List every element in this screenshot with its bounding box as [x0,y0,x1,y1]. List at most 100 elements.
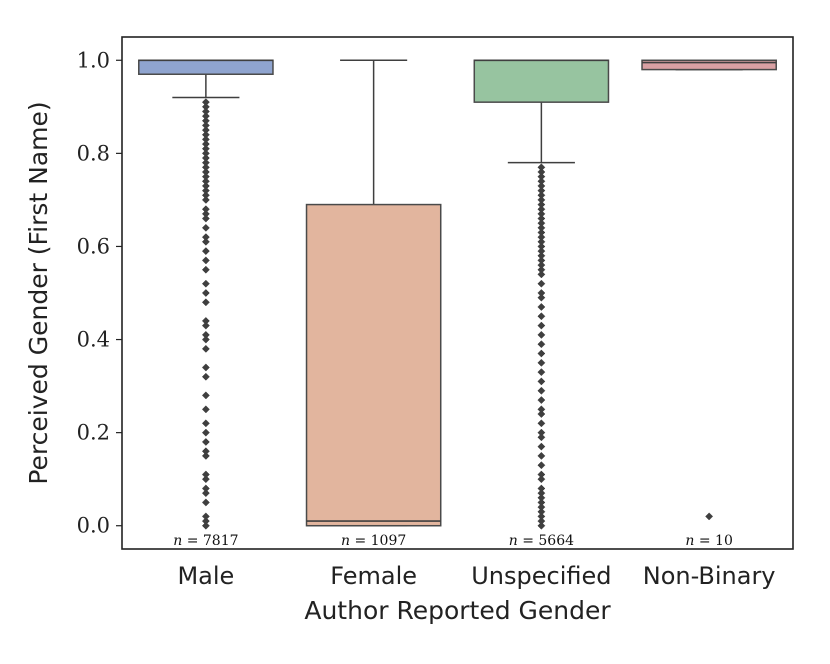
outlier-point [705,512,714,521]
outlier-point [537,330,546,339]
outlier-point [537,358,546,367]
outlier-point [201,121,210,130]
outlier-point [537,484,546,493]
outlier-point [537,386,546,395]
outlier-point [537,461,546,470]
outlier-point [201,475,210,484]
outlier-point [537,451,546,460]
outlier-point [201,489,210,498]
outlier-point [537,507,546,516]
outlier-point [201,363,210,372]
outlier-point [537,219,546,228]
outlier-point [201,209,210,218]
outlier-point [537,303,546,311]
outlier-point [537,503,546,512]
box-group-female: n = 1097 [305,59,442,549]
outlier-point [201,484,210,493]
outlier-point [201,405,210,414]
x-axis-title: Author Reported Gender [304,596,611,625]
outlier-point [537,312,546,321]
outlier-point [537,265,546,274]
outlier-point [201,144,210,153]
outlier-point [201,428,210,437]
outlier-point [201,107,210,116]
outlier-point [537,377,546,386]
outlier-point [201,372,210,381]
outlier-point [201,112,210,121]
y-tick-label: 1.0 [77,48,110,72]
outlier-point [201,233,210,242]
outlier-point [537,186,546,195]
outlier-point [537,200,546,209]
outlier-point [201,451,210,460]
box-male [138,59,274,75]
outlier-point [537,172,546,181]
n-count-label: n = 1097 [341,533,406,549]
outlier-point [537,168,546,176]
outlier-point [201,470,210,479]
outlier-point [537,428,546,437]
outlier-point [537,279,546,288]
outlier-point [201,168,210,176]
outlier-point [201,102,210,111]
outlier-point [201,237,210,246]
outlier-point [201,130,210,139]
box-non-binary [641,59,777,71]
outlier-point [201,140,210,149]
outlier-point [537,368,546,377]
outlier-point [201,135,210,144]
y-tick-label: 0.0 [77,514,110,538]
outlier-point [201,437,210,446]
outlier-point [537,251,546,260]
outlier-point [537,205,546,214]
box-female [305,203,442,527]
y-tick-label: 0.2 [77,421,110,445]
outlier-point [201,256,210,265]
outlier-point [201,512,210,521]
outlier-point [537,410,546,418]
outlier-point [201,116,210,125]
outlier-point [537,498,546,507]
outlier-point [201,154,210,162]
outlier-point [537,475,546,484]
outlier-point [201,517,210,526]
outlier-point [201,163,210,172]
outlier-point [201,223,210,232]
outlier-point [537,405,546,414]
outlier-point [537,442,546,451]
outlier-point [537,163,546,172]
outlier-point [201,214,210,223]
outlier-point [537,233,546,242]
outlier-point [537,321,546,330]
outlier-point [537,195,546,204]
y-axis-title: Perceived Gender (First Name) [24,101,53,484]
outlier-point [201,205,210,214]
x-tick-label: Female [330,562,417,590]
y-tick-label: 0.4 [77,328,110,352]
outlier-point [201,247,210,256]
outlier-point [201,158,210,167]
n-count-label: n = 10 [685,533,732,549]
outlier-point [537,340,546,349]
outlier-point [201,498,210,507]
outlier-point [201,391,210,400]
outlier-point [537,209,546,218]
outlier-point [537,247,546,256]
outlier-point [201,289,210,297]
x-tick-label: Non-Binary [643,562,776,590]
n-count-label: n = 7817 [173,533,238,549]
outlier-point [537,517,546,526]
outlier-point [537,521,546,530]
outlier-point [537,223,546,232]
outlier-point [537,489,546,498]
outlier-point [537,228,546,237]
outlier-point [201,98,210,107]
box-unspecified [473,59,610,103]
box-group-unspecified: n = 5664 [473,59,610,549]
outlier-point [201,186,210,195]
outlier-point [201,419,210,428]
outlier-point [537,512,546,521]
outlier-point [537,237,546,246]
outlier-point [201,149,210,158]
